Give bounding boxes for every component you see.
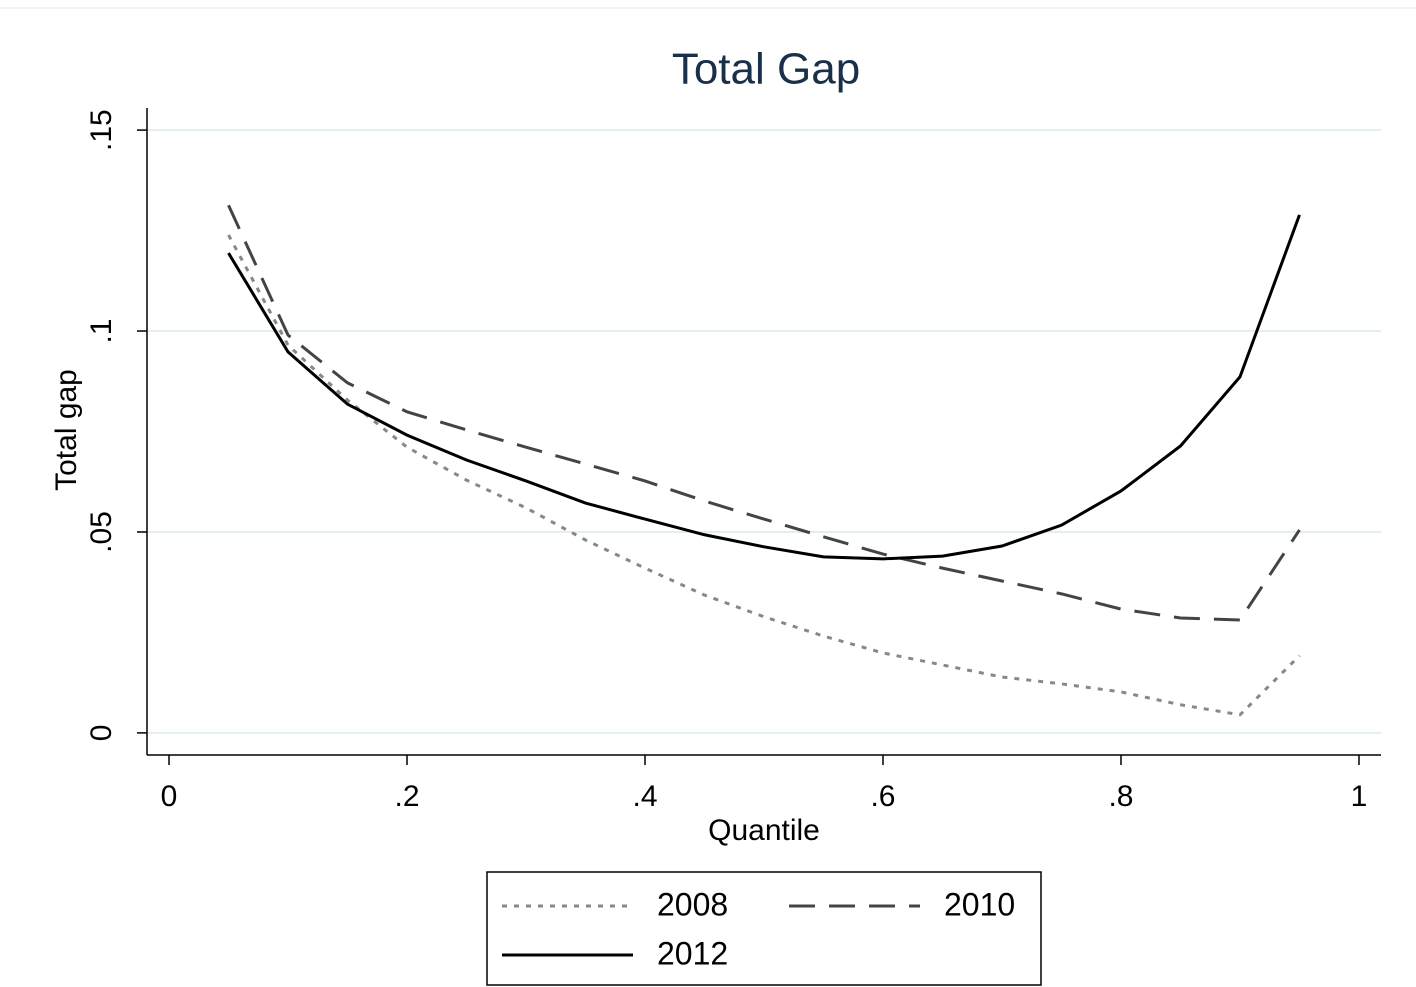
y-tick-label: .15	[85, 109, 118, 151]
legend-label: 2010	[944, 886, 1015, 922]
x-tick-label: 0	[161, 780, 178, 813]
y-tick-label: .05	[85, 511, 118, 553]
y-axis-label: Total gap	[50, 369, 83, 491]
x-tick-label: .6	[870, 780, 895, 813]
series-line	[227, 214, 1301, 561]
x-tick-label: .8	[1108, 780, 1133, 813]
legend-box	[486, 871, 1042, 986]
y-tick-label: 0	[85, 725, 118, 742]
y-tick-label: .1	[85, 319, 118, 344]
x-axis-label: Quantile	[708, 814, 820, 847]
legend-label: 2008	[657, 886, 728, 922]
x-tick-label: 1	[1351, 780, 1368, 813]
series-line	[227, 234, 1301, 717]
series-line	[227, 204, 1301, 622]
legend-label: 2012	[657, 935, 728, 971]
x-tick-label: .4	[632, 780, 657, 813]
x-tick-label: .2	[394, 780, 419, 813]
chart-title: Total Gap	[672, 45, 860, 94]
